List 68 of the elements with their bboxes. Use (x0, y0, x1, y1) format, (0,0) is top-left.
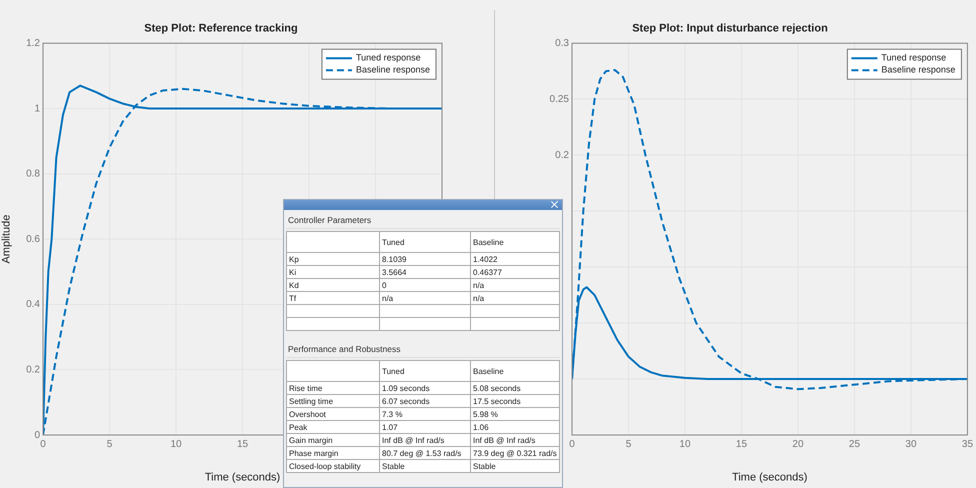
x-tick-label: 5 (626, 438, 632, 450)
text: 5.98 % (473, 410, 498, 418)
y-tick-label: 0.8 (26, 168, 40, 180)
annotation: Ki (286, 266, 380, 278)
y-tick-label: 1.2 (26, 38, 40, 49)
x-tick-label: 20 (792, 438, 804, 450)
annotation: Peak (286, 420, 380, 434)
annotation: Kd (286, 278, 380, 292)
annotation: Tuned (380, 360, 470, 382)
chart-title: Performance and Robustness (288, 344, 400, 354)
text: Stable (473, 462, 496, 470)
chart-title: Step Plot: Input disturbance rejection (632, 22, 828, 35)
legend-label: Baseline response (881, 64, 956, 75)
x-tick-label: 30 (905, 438, 917, 450)
annotation: Overshoot (286, 408, 380, 420)
text: Inf dB @ Inf rad/s (473, 436, 536, 444)
annotation: 3.5664 (380, 266, 470, 278)
text: Inf dB @ Inf rad/s (382, 436, 444, 444)
chart-title: Step Plot: Reference tracking (144, 22, 298, 35)
annotation: 1.09 seconds (380, 382, 470, 394)
x-tick-label: 35 (962, 438, 974, 450)
x-tick-label: 10 (170, 438, 182, 450)
annotation: 6.07 seconds (380, 394, 470, 408)
annotation: 8.1039 (380, 252, 470, 266)
annotation: 7.3 % (380, 408, 470, 420)
text: Baseline (473, 238, 504, 246)
y-tick-label: 0.6 (26, 234, 40, 245)
y-tick-label: 0.3 (555, 38, 570, 49)
text: 80.7 deg @ 1.53 rad/s (382, 448, 462, 458)
x-axis-title: Time (seconds) (204, 471, 280, 484)
x-tick-label: 25 (848, 438, 860, 450)
text: 17.5 seconds (473, 396, 521, 406)
text: Phase margin (289, 448, 338, 458)
legend-label: Tuned response (356, 52, 421, 63)
x-axis-title: Time (seconds) (732, 471, 808, 484)
x-tick-label: 15 (236, 438, 248, 450)
text: n/a (473, 280, 484, 290)
text: 0.46377 (473, 268, 502, 276)
annotation: Tuned (380, 232, 470, 252)
y-tick-label: 0 (34, 430, 40, 441)
text: 73.9 deg @ 0.321 rad/s (473, 448, 557, 458)
x-tick-label: 15 (736, 438, 748, 450)
text: Gain margin (289, 436, 333, 444)
y-tick-label: 0.25 (550, 94, 570, 105)
annotation: Settling time (286, 394, 380, 408)
annotation: Tf (286, 292, 380, 304)
text: 5.08 seconds (473, 384, 521, 392)
y-tick-label: 0.4 (26, 299, 40, 310)
text: 1.06 (473, 422, 489, 432)
y-tick-label: 1 (34, 103, 40, 114)
text: 1.4022 (473, 254, 498, 264)
annotation: 0 (380, 278, 470, 292)
text: Closed-loop stability (289, 462, 361, 470)
annotation: Rise time (286, 382, 380, 394)
text: n/a (473, 294, 484, 302)
y-tick-label: 0.2 (555, 150, 570, 161)
annotation: n/a (380, 292, 470, 304)
text: Stable (382, 462, 405, 470)
x-tick-label: 10 (679, 438, 691, 450)
y-tick-label: 0.2 (26, 364, 40, 376)
annotation: 1.07 (380, 420, 470, 434)
text: Baseline (473, 366, 504, 376)
chart-title: Controller Parameters (288, 215, 372, 225)
annotation: Kp (286, 252, 380, 266)
legend-label: Baseline response (356, 64, 430, 75)
x-tick-label: 5 (106, 438, 113, 450)
legend-label: Tuned response (881, 52, 946, 63)
y-axis-title: Amplitude (0, 214, 13, 264)
